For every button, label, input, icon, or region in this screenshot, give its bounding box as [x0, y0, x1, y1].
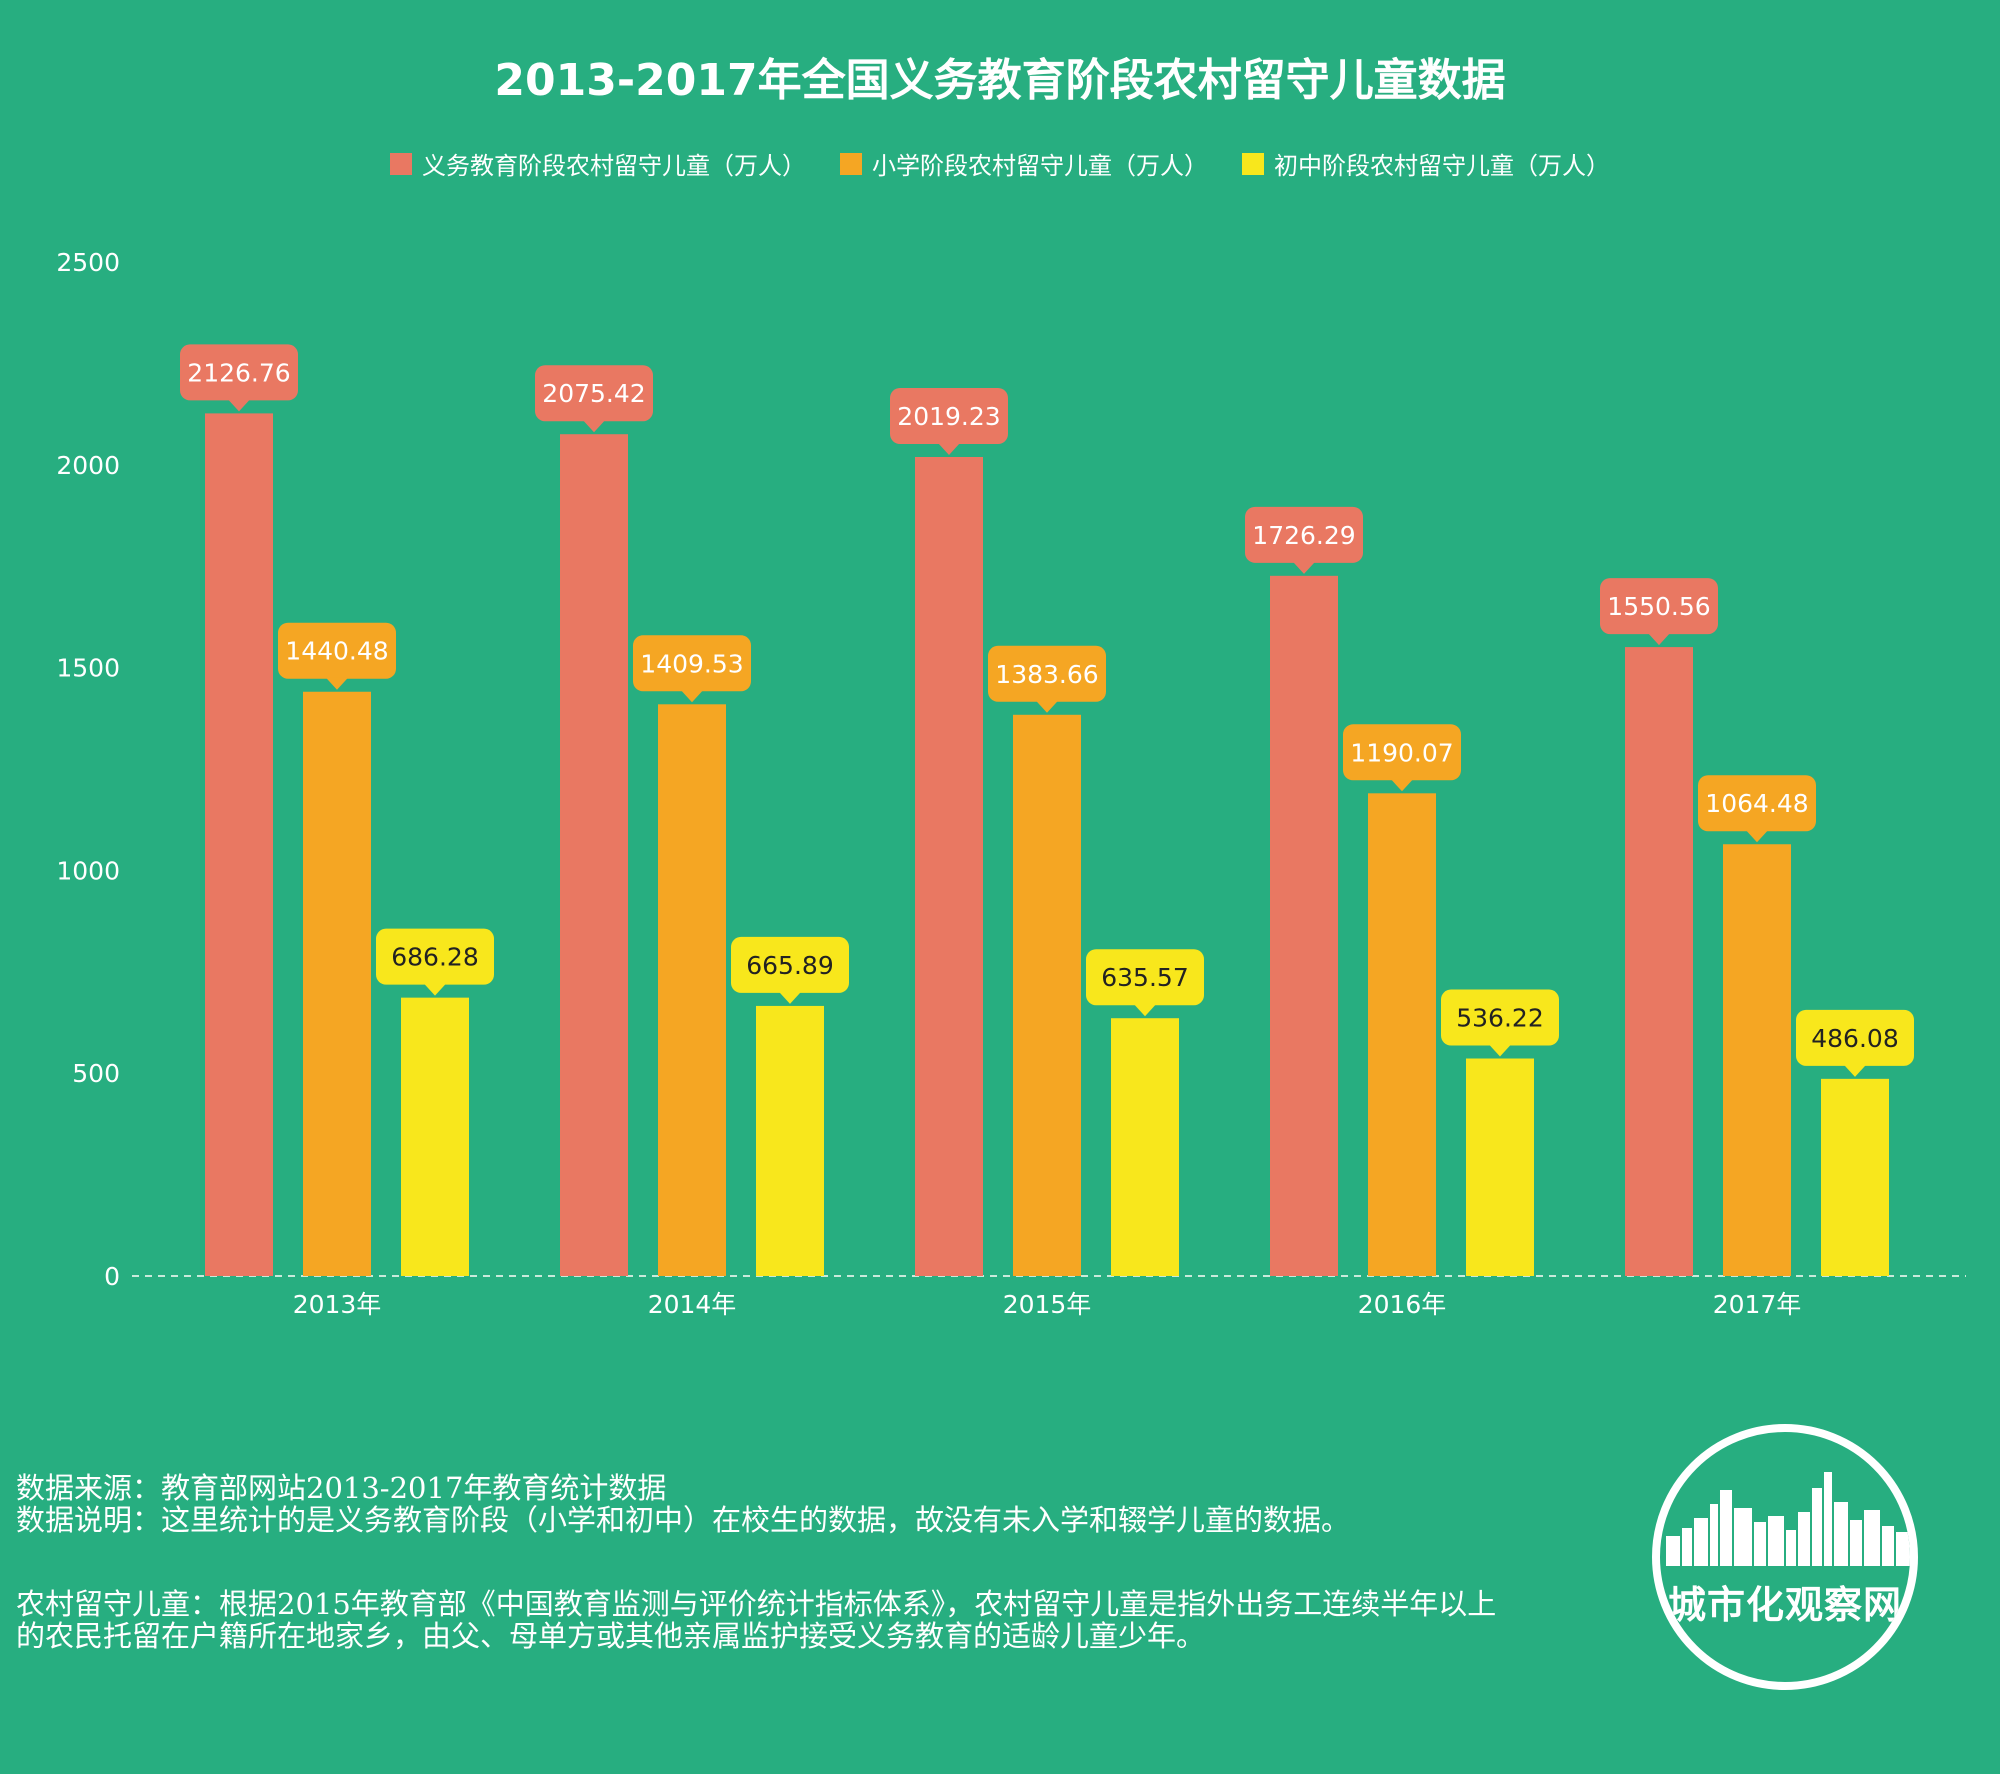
- y-tick-label: 1000: [56, 856, 120, 885]
- bar: [1111, 1018, 1179, 1276]
- y-tick-label: 2500: [56, 248, 120, 277]
- logo: 城市化观察网: [1652, 1424, 1918, 1690]
- data-label-box: [1600, 578, 1718, 635]
- bar: [1821, 1078, 1889, 1276]
- data-label: 686.28: [391, 943, 478, 972]
- chart-title: 2013-2017年全国义务教育阶段农村留守儿童数据: [494, 55, 1506, 106]
- y-tick-label: 2000: [56, 451, 120, 480]
- data-label-box: [731, 936, 849, 993]
- data-explanation-note: 数据说明：这里统计的是义务教育阶段（小学和初中）在校生的数据，故没有未入学和辍学…: [16, 1503, 1351, 1537]
- bar: [658, 704, 726, 1276]
- data-label: 1550.56: [1607, 592, 1710, 621]
- x-tick-label: 2015年: [1003, 1290, 1092, 1319]
- y-tick-label: 500: [72, 1059, 120, 1088]
- x-tick-label: 2017年: [1713, 1290, 1802, 1319]
- data-label-box: [633, 635, 751, 692]
- data-label-box: [376, 928, 494, 985]
- data-label-pointer: [228, 399, 250, 412]
- data-label-box: [988, 645, 1106, 702]
- data-label-pointer: [424, 983, 446, 996]
- bar: [1466, 1058, 1534, 1276]
- data-label-box: [180, 344, 298, 401]
- bar: [915, 457, 983, 1276]
- data-label-box: [1343, 724, 1461, 781]
- data-label: 1064.48: [1705, 789, 1808, 818]
- legend-item-compulsory[interactable]: 义务教育阶段农村留守儿童（万人）: [390, 146, 806, 181]
- data-label: 536.22: [1456, 1004, 1543, 1033]
- data-label-pointer: [1844, 1064, 1866, 1077]
- definition-line: 农村留守儿童：根据2015年教育部《中国教育监测与评价统计指标体系》，农村留守儿…: [16, 1587, 1497, 1621]
- data-label: 1383.66: [995, 660, 1098, 689]
- bar: [1368, 793, 1436, 1276]
- x-tick-label: 2014年: [648, 1290, 737, 1319]
- y-tick-label: 1500: [56, 654, 120, 683]
- x-tick-label: 2016年: [1358, 1290, 1447, 1319]
- data-label-pointer: [583, 420, 605, 433]
- legend-item-primary[interactable]: 小学阶段农村留守儿童（万人）: [840, 146, 1208, 181]
- data-label: 486.08: [1811, 1024, 1898, 1053]
- legend-swatch: [1242, 152, 1264, 175]
- data-label: 635.57: [1101, 963, 1188, 992]
- bar: [401, 997, 469, 1276]
- data-label: 2019.23: [897, 402, 1000, 431]
- legend-item-junior[interactable]: 初中阶段农村留守儿童（万人）: [1242, 146, 1610, 181]
- legend-label: 初中阶段农村留守儿童（万人）: [1274, 152, 1610, 180]
- definition-note: 农村留守儿童：根据2015年教育部《中国教育监测与评价统计指标体系》，农村留守儿…: [16, 1588, 1576, 1652]
- bar: [1625, 647, 1693, 1276]
- legend-label: 义务教育阶段农村留守儿童（万人）: [422, 152, 806, 180]
- data-label: 1440.48: [285, 637, 388, 666]
- data-label-box: [1441, 989, 1559, 1046]
- bar: [560, 434, 628, 1276]
- data-label-box: [1245, 506, 1363, 563]
- data-label: 2126.76: [187, 358, 290, 387]
- bar: [1013, 714, 1081, 1276]
- data-source-note: 数据来源：教育部网站2013-2017年教育统计数据: [16, 1471, 667, 1505]
- data-label-pointer: [1489, 1044, 1511, 1057]
- data-label-pointer: [1391, 779, 1413, 792]
- data-label-pointer: [1036, 700, 1058, 713]
- legend-swatch: [390, 152, 412, 175]
- bar: [1270, 575, 1338, 1276]
- data-label-box: [1086, 949, 1204, 1006]
- data-label: 1190.07: [1350, 738, 1453, 767]
- data-label-box: [1796, 1009, 1914, 1066]
- legend-label: 小学阶段农村留守儿童（万人）: [872, 152, 1208, 180]
- data-label-pointer: [681, 690, 703, 703]
- legend: 义务教育阶段农村留守儿童（万人） 小学阶段农村留守儿童（万人） 初中阶段农村留守…: [0, 146, 2000, 181]
- data-label-pointer: [326, 677, 348, 690]
- bar: [756, 1005, 824, 1276]
- data-label-pointer: [779, 991, 801, 1004]
- data-label-box: [535, 365, 653, 422]
- data-label-pointer: [938, 443, 960, 456]
- data-label: 665.89: [746, 951, 833, 980]
- data-label-pointer: [1134, 1004, 1156, 1017]
- bar: [1723, 844, 1791, 1276]
- legend-swatch: [840, 152, 862, 175]
- data-label-box: [890, 388, 1008, 445]
- bar: [303, 691, 371, 1276]
- x-tick-label: 2013年: [293, 1290, 382, 1319]
- data-label-pointer: [1648, 633, 1670, 646]
- data-label: 1726.29: [1252, 521, 1355, 550]
- city-skyline-icon: [1666, 1472, 1910, 1566]
- bar-chart: 0 500 1000 1500 2000 2500 2013年 2126.76 1440.48 6…: [56, 248, 1966, 1319]
- data-label-pointer: [1293, 561, 1315, 574]
- data-label-box: [278, 622, 396, 679]
- data-label-box: [1698, 775, 1816, 832]
- data-label: 2075.42: [542, 379, 645, 408]
- bar: [205, 413, 273, 1277]
- definition-line: 的农民托留在户籍所在地家乡，由父、母单方或其他亲属监护接受义务教育的适龄儿童少年…: [16, 1619, 1206, 1653]
- data-label: 1409.53: [640, 649, 743, 678]
- y-tick-label: 0: [104, 1262, 120, 1291]
- notes: 数据来源：教育部网站2013-2017年教育统计数据 数据说明：这里统计的是义务…: [16, 1472, 1576, 1652]
- logo-text: 城市化观察网: [1667, 1583, 1902, 1627]
- data-label-pointer: [1746, 830, 1768, 843]
